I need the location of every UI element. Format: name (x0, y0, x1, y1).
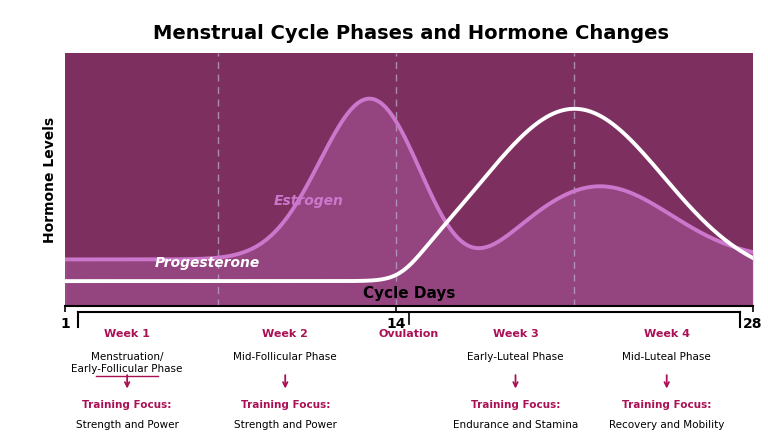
Text: Strength and Power: Strength and Power (233, 420, 336, 431)
Text: Mid-Follicular Phase: Mid-Follicular Phase (233, 352, 337, 362)
Text: Menstruation/
Early-Follicular Phase: Menstruation/ Early-Follicular Phase (71, 352, 183, 374)
Text: Training Focus:: Training Focus: (622, 400, 711, 410)
Text: Progesterone: Progesterone (154, 256, 260, 270)
Text: Early-Luteal Phase: Early-Luteal Phase (467, 352, 564, 362)
Text: Week 2: Week 2 (263, 329, 308, 339)
Text: Week 4: Week 4 (644, 329, 690, 339)
Text: Training Focus:: Training Focus: (240, 400, 330, 410)
Text: Week 3: Week 3 (492, 329, 538, 339)
Text: Week 1: Week 1 (104, 329, 150, 339)
Text: Menstrual Cycle Phases and Hormone Changes: Menstrual Cycle Phases and Hormone Chang… (153, 24, 669, 43)
Text: Estrogen: Estrogen (274, 194, 344, 208)
Text: Mid-Luteal Phase: Mid-Luteal Phase (622, 352, 711, 362)
Text: Endurance and Stamina: Endurance and Stamina (453, 420, 578, 431)
Text: Strength and Power: Strength and Power (76, 420, 179, 431)
Text: Ovulation: Ovulation (379, 329, 439, 339)
Text: Cycle Days: Cycle Days (362, 286, 455, 301)
Text: Training Focus:: Training Focus: (471, 400, 560, 410)
Text: Recovery and Mobility: Recovery and Mobility (609, 420, 724, 431)
Text: Training Focus:: Training Focus: (82, 400, 172, 410)
Y-axis label: Hormone Levels: Hormone Levels (43, 117, 57, 243)
